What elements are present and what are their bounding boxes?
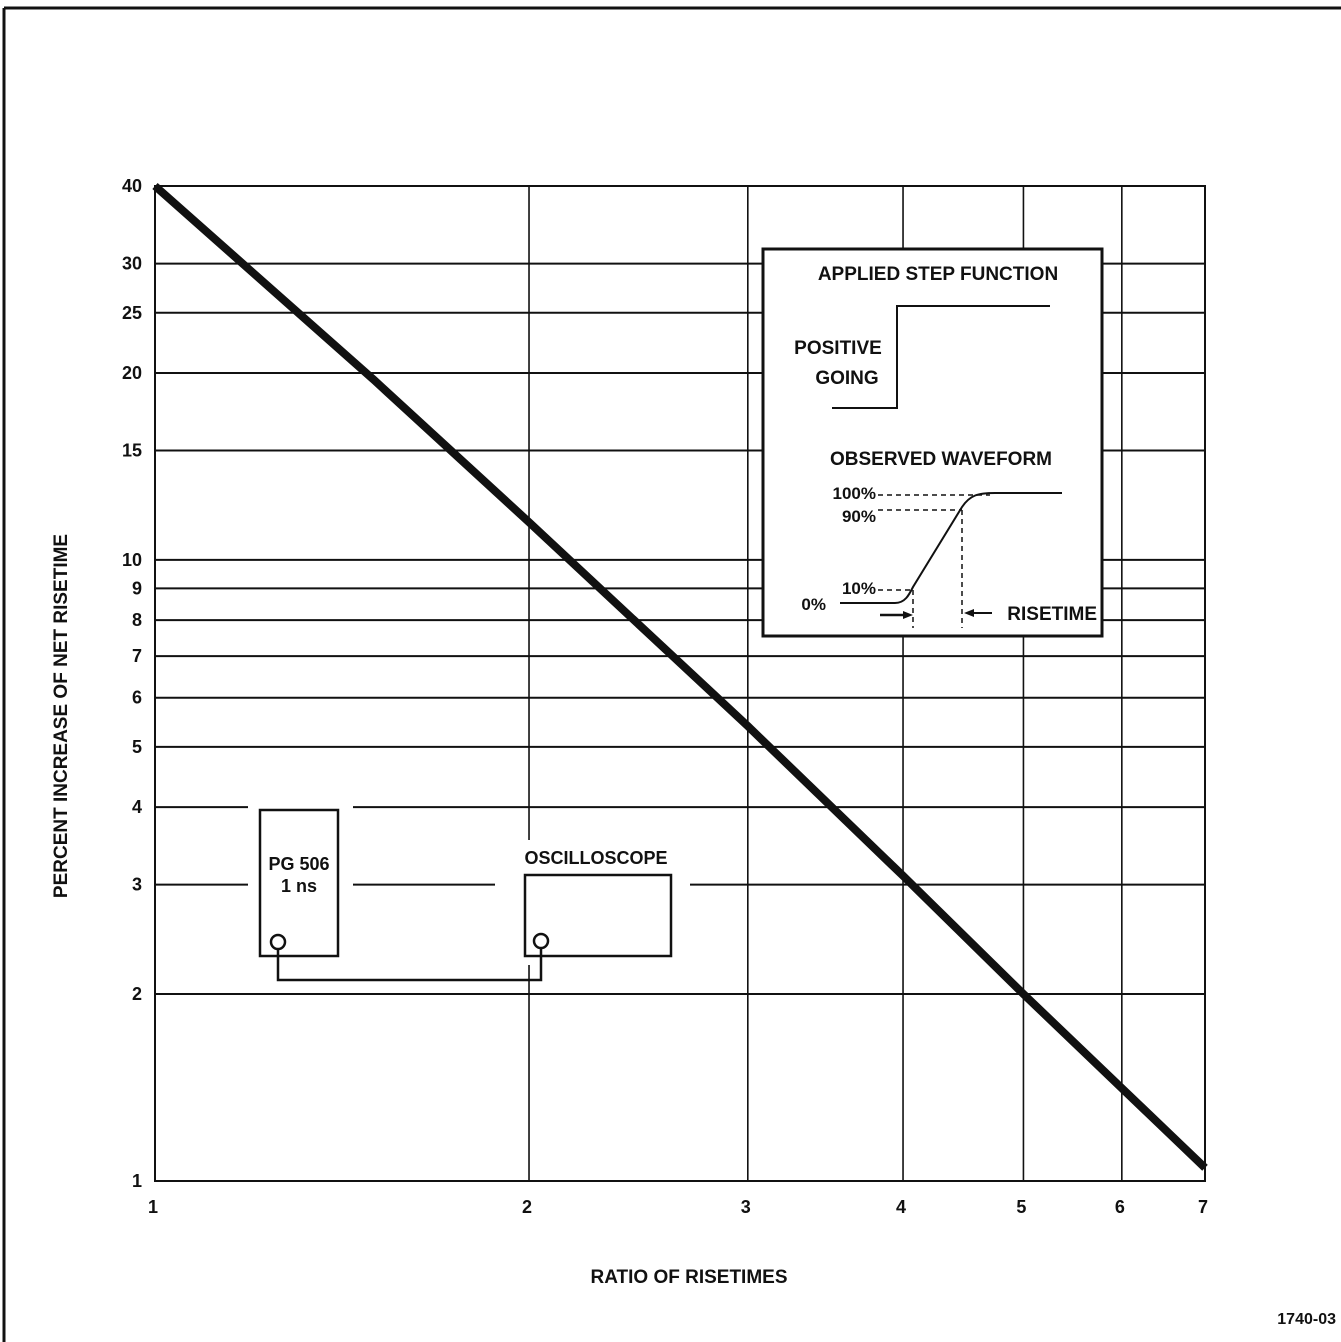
generator-label: PG 506 <box>268 854 329 874</box>
x-tick-label: 2 <box>522 1197 532 1217</box>
x-tick-label: 6 <box>1115 1197 1125 1217</box>
risetime-arrow-left <box>903 611 913 619</box>
oscilloscope-box <box>523 873 673 958</box>
reference-lines <box>878 494 990 628</box>
level-90-label: 90% <box>842 507 876 526</box>
y-tick-label: 4 <box>132 797 142 817</box>
y-tick-label: 25 <box>122 303 142 323</box>
x-tick-label: 5 <box>1016 1197 1026 1217</box>
y-axis-label: PERCENT INCREASE OF NET RISETIME <box>51 534 72 898</box>
y-tick-label: 20 <box>122 363 142 383</box>
oscilloscope-input-connector <box>532 932 550 950</box>
x-tick-label: 3 <box>741 1197 751 1217</box>
generator-risetime: 1 ns <box>281 876 317 896</box>
generator-output-connector <box>269 933 287 951</box>
series-layer <box>152 183 1208 1171</box>
going-label: GOING <box>815 368 878 389</box>
x-axis-label: RATIO OF RISETIMES <box>590 1267 787 1288</box>
y-tick-label: 2 <box>132 984 142 1004</box>
level-10-label: 10% <box>842 579 876 598</box>
y-tick-label: 5 <box>132 737 142 757</box>
y-tick-label: 8 <box>132 610 142 630</box>
y-tick-label: 1 <box>132 1171 142 1191</box>
level-0-label: 0% <box>801 595 826 614</box>
y-tick-label: 15 <box>122 441 142 461</box>
observed-waveform-title: OBSERVED WAVEFORM <box>830 449 1052 470</box>
positive-label: POSITIVE <box>794 338 882 359</box>
x-tick-label: 4 <box>896 1197 906 1217</box>
risetime-label: RISETIME <box>1007 604 1097 625</box>
step-function-title: APPLIED STEP FUNCTION <box>818 264 1058 285</box>
x-tick-labels: 1 2 3 4 5 6 7 <box>148 1197 1208 1217</box>
plot-frame <box>154 185 1206 1182</box>
y-tick-label: 9 <box>132 578 142 598</box>
setup-diagram: PG 506 1 ns OSCILLOSCOPE <box>248 800 690 982</box>
waveform-inset: APPLIED STEP FUNCTION POSITIVE GOING OBS… <box>761 247 1104 638</box>
y-tick-labels: 1 2 3 4 5 6 7 8 9 10 15 20 25 30 40 <box>122 176 142 1191</box>
figure-number: 1740-03 <box>1277 1311 1336 1328</box>
observed-waveform <box>840 492 1062 604</box>
level-100-label: 100% <box>833 484 876 503</box>
risetime-arrow-right <box>964 609 974 617</box>
cable <box>276 948 543 982</box>
x-tick-label: 7 <box>1198 1197 1208 1217</box>
y-tick-label: 10 <box>122 550 142 570</box>
y-tick-label: 30 <box>122 254 142 274</box>
y-tick-label: 3 <box>132 875 142 895</box>
y-tick-label: 7 <box>132 646 142 666</box>
generator-box <box>258 808 340 958</box>
oscilloscope-label: OSCILLOSCOPE <box>524 848 667 868</box>
waveform-inset-box <box>761 247 1104 638</box>
y-tick-label: 40 <box>122 176 142 196</box>
x-tick-label: 1 <box>148 1197 158 1217</box>
risetime-curve <box>152 183 1208 1171</box>
step-waveform <box>832 305 1050 409</box>
y-tick-label: 6 <box>132 688 142 708</box>
